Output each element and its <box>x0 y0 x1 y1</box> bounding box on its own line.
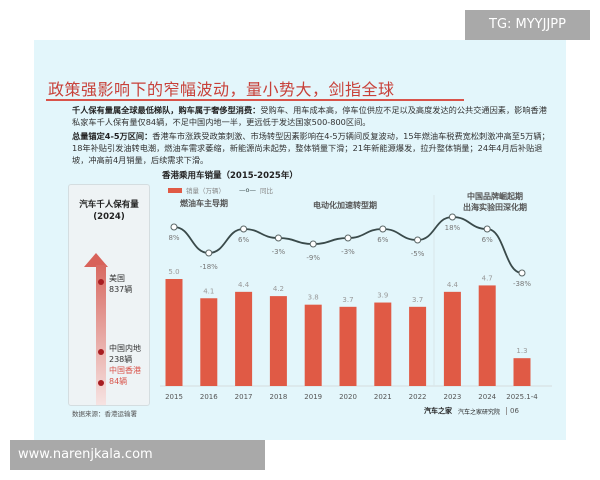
yoy-point <box>414 236 422 244</box>
arrow-up-icon <box>84 253 108 267</box>
chart-title: 香港乘用车销量（2015-2025年） <box>162 171 298 181</box>
bar-2025.1-4 <box>513 358 531 386</box>
legend-bar-label: 销量（万辆） <box>186 187 225 195</box>
yoy-point <box>483 225 491 233</box>
x-tick-label: 2023 <box>443 393 461 401</box>
period-label-fuel: 燃油车主导期 <box>180 199 228 208</box>
bar-label: 4.4 <box>447 281 459 289</box>
yoy-label: 18% <box>445 224 461 232</box>
x-tick-label: 2024 <box>478 393 496 401</box>
paragraph-text: 受购车、用车成本高，停车位供应不足以及高度发达的公共交通因素，影响香港私家车千人… <box>72 105 547 127</box>
yoy-point <box>274 234 282 242</box>
bar-label: 3.7 <box>342 296 353 304</box>
bar-label: 4.4 <box>238 281 250 289</box>
paragraph-ownership: 千人保有量属全球最低梯队，购车属于奢侈型消费：受购车、用车成本高，停车位供应不足… <box>72 104 554 128</box>
yoy-label: 6% <box>238 236 249 244</box>
bar-2017 <box>235 291 253 386</box>
bar-2021 <box>374 302 392 386</box>
page-title: 政策强影响下的窄幅波动，量小势大，剑指全球 <box>48 80 395 99</box>
period-label-brand: 中国品牌崛起期 出海实验田深化期 <box>463 192 527 212</box>
bar-2018 <box>269 296 287 386</box>
paragraph-heading: 总量锚定4-5万区间： <box>72 131 153 141</box>
yoy-label: 6% <box>377 236 388 244</box>
bar-label: 4.1 <box>203 287 214 295</box>
item-mainland: 中国内地 238辆 <box>109 344 141 364</box>
bar-label: 3.8 <box>308 294 319 302</box>
legend-line-swatch: —o— <box>239 186 256 194</box>
yoy-label: -3% <box>272 248 286 256</box>
legend-line-label: 同比 <box>259 187 273 195</box>
yoy-label: -38% <box>513 280 531 288</box>
x-tick-label: 2017 <box>235 393 253 401</box>
bar-label: 3.7 <box>412 296 423 304</box>
period-label-ev: 电动化加速转型期 <box>313 201 377 210</box>
yoy-label: -3% <box>341 248 355 256</box>
data-source: 数据来源：香港运输署 <box>72 410 137 418</box>
yoy-label: -9% <box>306 254 320 262</box>
bar-2015 <box>165 279 183 386</box>
chart-legend: 销量（万辆） —o— 同比 <box>168 185 273 195</box>
autohome-logo: 汽车之家 <box>424 407 452 415</box>
watermark-bottom: www.narenjkala.com <box>10 440 265 470</box>
bar-label: 3.9 <box>377 292 388 300</box>
yoy-point <box>309 240 317 248</box>
page-number: 06 <box>506 407 519 415</box>
x-tick-label: 2020 <box>339 393 357 401</box>
bar-2016 <box>200 298 218 386</box>
bar-2024 <box>478 285 496 386</box>
x-tick-label: 2022 <box>409 393 427 401</box>
marker-dot <box>98 349 104 355</box>
yoy-point <box>379 225 387 233</box>
arrow-shaft <box>96 265 106 405</box>
marker-dot <box>98 279 104 285</box>
item-usa: 美国 837辆 <box>109 274 133 294</box>
yoy-label: -18% <box>200 263 218 271</box>
paragraph-text: 香港车市涨跌受政策刺激、市场转型因素影响在4-5万辆间反复波动，15年燃油车税费… <box>72 131 550 165</box>
x-tick-label: 2018 <box>269 393 287 401</box>
bar-2019 <box>304 304 322 386</box>
watermark-top: TG: MYYJJPP <box>465 10 590 40</box>
legend-bar-swatch <box>168 187 182 193</box>
yoy-label: 6% <box>482 236 493 244</box>
bar-label: 4.7 <box>482 274 493 282</box>
x-tick-label: 2021 <box>374 393 392 401</box>
yoy-point <box>344 234 352 242</box>
yoy-point <box>518 269 526 277</box>
yoy-line <box>173 216 523 274</box>
yoy-point <box>448 213 456 221</box>
x-tick-label: 2015 <box>165 393 183 401</box>
marker-dot <box>98 380 104 386</box>
bar-label: 4.2 <box>273 285 284 293</box>
title-underline <box>46 99 464 101</box>
research-institute-logo: 汽车之家研究院 <box>458 408 501 416</box>
brand-logos: 汽车之家 汽车之家研究院 06 <box>424 406 519 416</box>
x-tick-label: 2016 <box>200 393 218 401</box>
paragraph-heading: 千人保有量属全球最低梯队，购车属于奢侈型消费： <box>72 105 261 115</box>
yoy-point <box>240 225 248 233</box>
yoy-label: -5% <box>411 250 425 258</box>
x-tick-label: 2025.1-4 <box>506 393 538 401</box>
ownership-panel: 汽车千人保有量 (2024) 美国 837辆 中国内地 238辆 中国香港 84辆 <box>68 184 150 406</box>
paragraph-volume: 总量锚定4-5万区间：香港车市涨跌受政策刺激、市场转型因素影响在4-5万辆间反复… <box>72 130 554 166</box>
bar-label: 1.3 <box>516 347 527 355</box>
bar-2023 <box>443 291 461 386</box>
yoy-point <box>205 249 213 257</box>
bar-2020 <box>339 306 357 386</box>
item-hongkong: 中国香港 84辆 <box>109 366 141 386</box>
yoy-point <box>170 223 178 231</box>
x-tick-label: 2019 <box>304 393 322 401</box>
bar-label: 5.0 <box>168 268 179 276</box>
bar-2022 <box>409 306 427 386</box>
yoy-label: 8% <box>168 234 179 242</box>
panel-title: 汽车千人保有量 (2024) <box>79 200 139 222</box>
